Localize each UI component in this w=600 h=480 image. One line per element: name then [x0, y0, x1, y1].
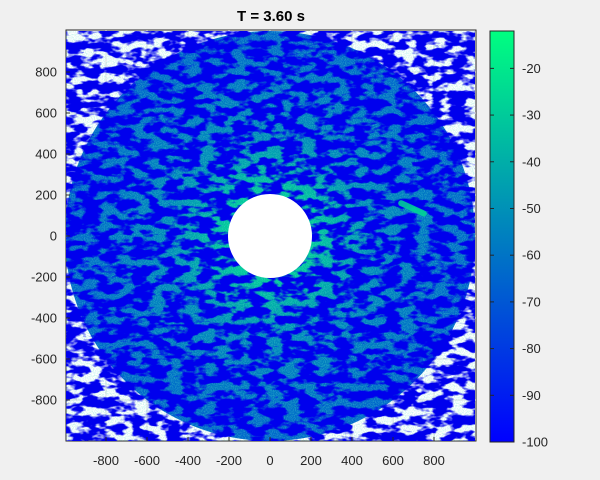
y-tick-label: 800 — [35, 65, 57, 80]
y-tick-label: 0 — [50, 229, 57, 244]
colorbar-tick-label: -20 — [522, 61, 541, 76]
x-tick-label: 0 — [266, 453, 273, 468]
colorbar-tick-label: -70 — [522, 294, 541, 309]
x-axis: -800 -600 -400 -200 0 200 400 600 800 — [93, 437, 445, 468]
colorbar-tick-label: -100 — [522, 435, 548, 450]
x-tick-label: 200 — [300, 453, 322, 468]
y-tick-label: 400 — [35, 147, 57, 162]
y-tick-label: -400 — [31, 311, 57, 326]
x-tick-label: -400 — [175, 453, 201, 468]
bright-streak — [398, 200, 427, 217]
center-blind-zone — [227, 193, 313, 279]
y-tick-label: 200 — [35, 188, 57, 203]
x-tick-label: -800 — [93, 453, 119, 468]
y-tick-label: -600 — [31, 352, 57, 367]
colorbar-tick-label: -60 — [522, 248, 541, 263]
y-tick-label: -800 — [31, 393, 57, 408]
radar-image — [66, 31, 475, 441]
x-tick-label: 600 — [382, 453, 404, 468]
x-tick-label: 400 — [341, 453, 363, 468]
colorbar-tick-label: -40 — [522, 154, 541, 169]
colorbar-axis: -100 -90 -80 -70 -60 -50 -40 -30 -20 — [490, 61, 548, 450]
colorbar-tick-label: -80 — [522, 341, 541, 356]
y-axis: -800 -600 -400 -200 0 200 400 600 800 — [31, 65, 70, 408]
y-tick-label: 600 — [35, 106, 57, 121]
colorbar-tick-label: -50 — [522, 201, 541, 216]
x-tick-label: -600 — [134, 453, 160, 468]
y-tick-label: -200 — [31, 270, 57, 285]
x-tick-label: 800 — [423, 453, 445, 468]
x-tick-label: -200 — [216, 453, 242, 468]
colorbar-tick-label: -30 — [522, 108, 541, 123]
chart-title: T = 3.60 s — [237, 8, 305, 25]
colorbar-tick-label: -90 — [522, 388, 541, 403]
colorbar — [489, 30, 515, 443]
